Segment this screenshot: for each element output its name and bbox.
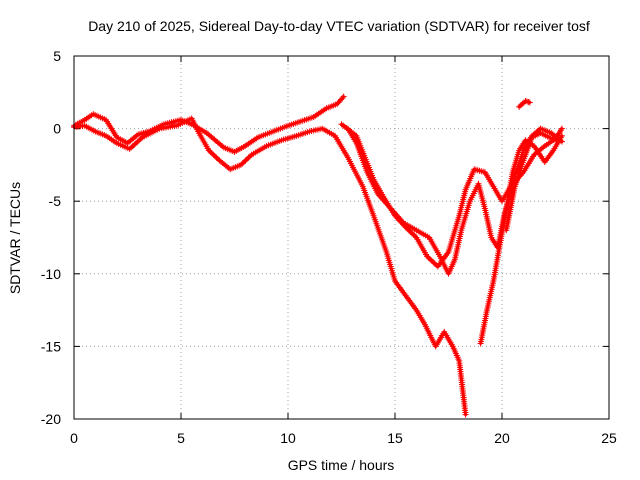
series-G	[516, 98, 533, 110]
series-markers	[516, 98, 533, 110]
axis-ticks: 0 5 10 15 20 25 5 0 -5 -10 -15 -20	[41, 48, 617, 446]
x-axis-label: GPS time / hours	[288, 457, 395, 473]
y-axis-label: SDTVAR / TECUs	[7, 182, 23, 294]
series-A	[71, 93, 347, 155]
x-tick-label: 25	[601, 430, 617, 446]
y-tick-label: 0	[53, 121, 61, 137]
x-tick-label: 20	[494, 430, 510, 446]
y-tick-label: -10	[41, 266, 61, 282]
x-tick-label: 15	[387, 430, 403, 446]
grid-lines	[74, 56, 609, 419]
series-B	[71, 115, 469, 418]
series-markers	[477, 132, 565, 347]
x-tick-label: 0	[70, 430, 78, 446]
y-tick-label: 5	[53, 48, 61, 64]
series-markers	[503, 129, 561, 234]
y-tick-label: -5	[49, 193, 62, 209]
series-D	[344, 125, 565, 277]
series-line	[72, 116, 468, 417]
chart-title: Day 210 of 2025, Sidereal Day-to-day VTE…	[88, 18, 590, 34]
series-markers	[71, 115, 469, 418]
series-F	[503, 129, 561, 234]
series-markers	[71, 93, 347, 155]
x-tick-label: 5	[177, 430, 185, 446]
x-tick-label: 10	[280, 430, 296, 446]
series-E	[477, 132, 565, 347]
plot-frame	[73, 55, 610, 420]
data-series	[71, 93, 565, 418]
y-tick-label: -15	[41, 338, 61, 354]
y-tick-label: -20	[41, 411, 61, 427]
